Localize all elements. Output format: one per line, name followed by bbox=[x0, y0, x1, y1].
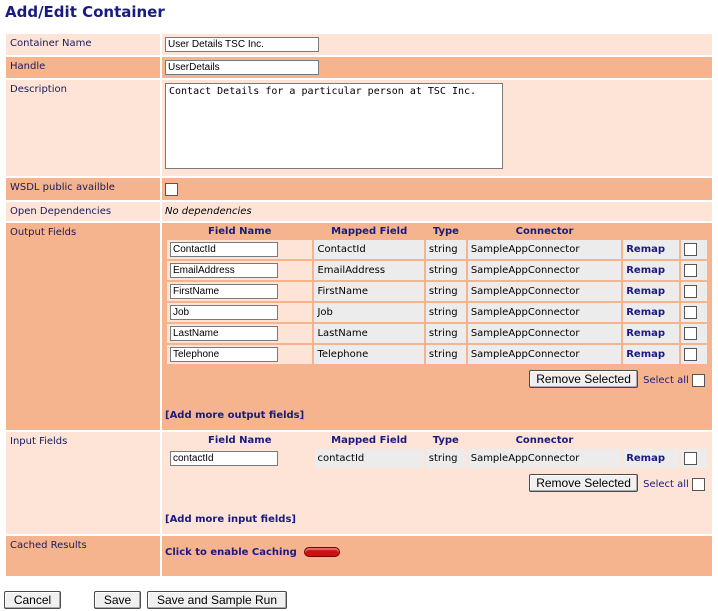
save-button[interactable]: Save bbox=[94, 591, 141, 609]
output-header-field-name: Field Name bbox=[208, 226, 272, 237]
output-row-checkbox[interactable] bbox=[684, 327, 698, 340]
output-connector: SampleAppConnector bbox=[467, 345, 622, 364]
input-select-all-checkbox[interactable] bbox=[692, 477, 705, 491]
input-header-field-name: Field Name bbox=[208, 435, 272, 446]
output-mapped-field: EmailAddress bbox=[314, 261, 424, 280]
output-row-checkbox[interactable] bbox=[684, 306, 698, 319]
input-remove-selected-button[interactable]: Remove Selected bbox=[529, 474, 638, 492]
container-name-input[interactable] bbox=[165, 37, 319, 52]
output-type: string bbox=[425, 345, 466, 364]
output-connector: SampleAppConnector bbox=[467, 261, 622, 280]
cancel-button[interactable]: Cancel bbox=[4, 591, 61, 609]
input-fields-label: Input Fields bbox=[4, 430, 162, 536]
output-field-name-input[interactable] bbox=[170, 242, 278, 257]
input-fields-row: Input Fields Field Name Mapped Field Typ… bbox=[4, 430, 714, 536]
open-dependencies-value: No dependencies bbox=[160, 200, 714, 223]
input-field-row: contactId string SampleAppConnector Rema… bbox=[167, 449, 707, 468]
cached-results-label: Cached Results bbox=[4, 534, 162, 578]
handle-row: Handle bbox=[4, 55, 714, 80]
output-field-name-input[interactable] bbox=[170, 326, 278, 341]
output-field-name-input[interactable] bbox=[170, 263, 278, 278]
input-mapped-field: contactId bbox=[314, 449, 424, 468]
output-remap-link[interactable]: Remap bbox=[623, 240, 680, 259]
output-field-row: LastName string SampleAppConnector Remap bbox=[167, 324, 707, 343]
input-field-name-input[interactable] bbox=[170, 451, 278, 466]
output-row-checkbox[interactable] bbox=[684, 243, 698, 256]
output-remove-selected-button[interactable]: Remove Selected bbox=[529, 370, 638, 388]
output-connector: SampleAppConnector bbox=[467, 324, 622, 343]
output-mapped-field: Telephone bbox=[314, 345, 424, 364]
output-row-checkbox[interactable] bbox=[684, 348, 698, 361]
cached-results-row: Cached Results Click to enable Caching bbox=[4, 534, 714, 578]
output-row-checkbox[interactable] bbox=[684, 264, 698, 277]
output-fields-row: Output Fields Field Name Mapped Field Ty… bbox=[4, 221, 714, 432]
output-type: string bbox=[425, 324, 466, 343]
output-field-row: EmailAddress string SampleAppConnector R… bbox=[167, 261, 707, 280]
input-header-type: Type bbox=[432, 435, 459, 446]
wsdl-label: WSDL public availble bbox=[4, 176, 162, 202]
add-input-fields-link[interactable]: [Add more input fields] bbox=[165, 514, 296, 525]
output-remap-link[interactable]: Remap bbox=[623, 324, 680, 343]
output-field-name-input[interactable] bbox=[170, 305, 278, 320]
output-connector: SampleAppConnector bbox=[467, 303, 622, 322]
input-connector: SampleAppConnector bbox=[467, 449, 622, 468]
handle-label: Handle bbox=[4, 55, 162, 80]
caching-toggle[interactable] bbox=[303, 547, 340, 557]
output-remap-link[interactable]: Remap bbox=[623, 345, 680, 364]
output-mapped-field: LastName bbox=[314, 324, 424, 343]
output-field-name-input[interactable] bbox=[170, 347, 278, 362]
output-remap-link[interactable]: Remap bbox=[623, 303, 680, 322]
output-remap-link[interactable]: Remap bbox=[623, 282, 680, 301]
open-dependencies-label: Open Dependencies bbox=[4, 200, 162, 223]
wsdl-row: WSDL public availble bbox=[4, 176, 714, 202]
output-type: string bbox=[425, 303, 466, 322]
description-textarea[interactable]: Contact Details for a particular person … bbox=[165, 83, 503, 169]
output-remap-link[interactable]: Remap bbox=[623, 261, 680, 280]
output-field-row: FirstName string SampleAppConnector Rema… bbox=[167, 282, 707, 301]
output-type: string bbox=[425, 240, 466, 259]
output-fields-table: Field Name Mapped Field Type Connector C… bbox=[165, 223, 709, 366]
wsdl-public-checkbox[interactable] bbox=[165, 183, 178, 196]
output-row-checkbox[interactable] bbox=[684, 285, 698, 298]
description-row: Description Contact Details for a partic… bbox=[4, 78, 714, 178]
output-mapped-field: ContactId bbox=[314, 240, 424, 259]
output-header-type: Type bbox=[432, 226, 459, 237]
output-type: string bbox=[425, 282, 466, 301]
output-mapped-field: FirstName bbox=[314, 282, 424, 301]
input-row-checkbox[interactable] bbox=[684, 452, 698, 465]
output-field-name-input[interactable] bbox=[170, 284, 278, 299]
page-title: Add/Edit Container bbox=[5, 3, 165, 21]
enable-caching-link[interactable]: Click to enable Caching bbox=[165, 547, 297, 558]
handle-input[interactable] bbox=[165, 60, 319, 75]
output-type: string bbox=[425, 261, 466, 280]
output-select-all-label: Select all bbox=[643, 374, 689, 386]
open-dependencies-row: Open Dependencies No dependencies bbox=[4, 200, 714, 223]
input-header-connector: Connector bbox=[515, 435, 574, 446]
output-field-row: Telephone string SampleAppConnector Rema… bbox=[167, 345, 707, 364]
input-header-mapped-field: Mapped Field bbox=[331, 435, 408, 446]
output-field-row: ContactId string SampleAppConnector Rema… bbox=[167, 240, 707, 259]
input-type: string bbox=[425, 449, 466, 468]
output-field-row: Job string SampleAppConnector Remap bbox=[167, 303, 707, 322]
output-connector: SampleAppConnector bbox=[467, 282, 622, 301]
output-connector: SampleAppConnector bbox=[467, 240, 622, 259]
input-remap-link[interactable]: Remap bbox=[623, 449, 680, 468]
container-name-row: Container Name bbox=[4, 32, 714, 57]
add-output-fields-link[interactable]: [Add more output fields] bbox=[165, 410, 305, 421]
output-fields-label: Output Fields bbox=[4, 221, 162, 432]
container-name-label: Container Name bbox=[4, 32, 162, 57]
output-select-all-checkbox[interactable] bbox=[692, 373, 705, 387]
description-label: Description bbox=[4, 78, 162, 178]
output-header-connector: Connector bbox=[515, 226, 574, 237]
output-header-mapped-field: Mapped Field bbox=[331, 226, 408, 237]
output-mapped-field: Job bbox=[314, 303, 424, 322]
input-select-all-label: Select all bbox=[643, 478, 689, 490]
input-fields-table: Field Name Mapped Field Type Connector c… bbox=[165, 432, 709, 470]
container-form: Container Name Handle Description Contac… bbox=[4, 32, 714, 578]
save-and-sample-run-button[interactable]: Save and Sample Run bbox=[147, 591, 287, 609]
